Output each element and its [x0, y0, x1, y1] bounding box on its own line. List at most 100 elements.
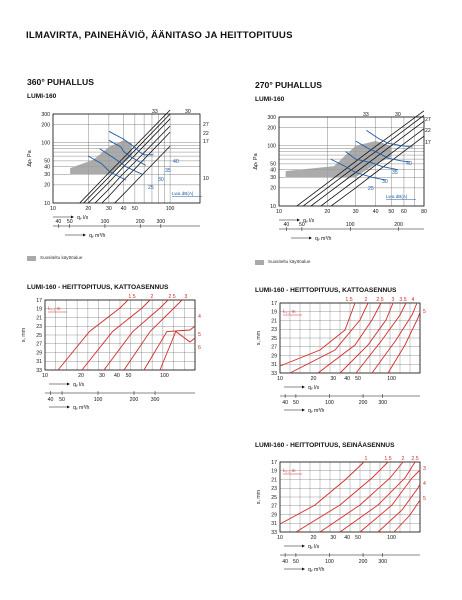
- curve-label-top: 2: [402, 456, 405, 462]
- x2-axis-label: qᵥ m³/h: [308, 408, 324, 414]
- arrow-head: [302, 567, 305, 571]
- curve-label-top: 3: [185, 294, 188, 300]
- x-tick-label: 40: [114, 373, 120, 379]
- secondary-tick-label: 100: [325, 400, 334, 406]
- secondary-tick-label: 50: [293, 559, 299, 565]
- y-tick-label: 27: [271, 504, 277, 510]
- y-tick-label: 23: [271, 486, 277, 492]
- y-tick-label: 100: [267, 144, 276, 150]
- panel-270-subheading: LUMI-160: [255, 96, 285, 103]
- setting-line: [302, 114, 425, 206]
- throw-chart-throw-ceiling-270: 1.5 2 2.5 3 3.5 4 5 lₜ₀.₂ m 17 19 21 23 25 27 29 31 33 s,…: [256, 297, 426, 414]
- curve-label-right: 6: [198, 345, 201, 351]
- y-tick-label: 50: [44, 159, 50, 165]
- x-tick-label: 100: [387, 376, 396, 382]
- x-tick-label: 30: [99, 373, 105, 379]
- y-tick-label: 33: [271, 371, 277, 377]
- y-tick-label: 31: [271, 362, 277, 368]
- y-tick-label: 200: [41, 122, 50, 128]
- arrow-head: [297, 218, 300, 222]
- y-tick-label: 25: [36, 333, 42, 339]
- y-tick-label: 17: [36, 298, 42, 304]
- curve-label-right: 5: [198, 332, 201, 338]
- curve-label-top: 1.5: [384, 456, 391, 462]
- y-tick-label: 50: [270, 162, 276, 168]
- secondary-tick-label: 300: [157, 219, 166, 225]
- sound-level-label: 40: [406, 161, 412, 167]
- setting-label: 27: [203, 122, 209, 128]
- x-tick-label: 50: [126, 373, 132, 379]
- plot-frame: [279, 302, 421, 374]
- recommended-area: [70, 140, 132, 175]
- curve-label-top: 2.5: [168, 294, 175, 300]
- secondary-tick-label: 50: [59, 397, 65, 403]
- throw-chart-throw-ceiling-360: 1.5 2 2.5 3 4 5 6 lₜ₀.₂ m 17 19 21 23 25 27 29 31 33 s, m…: [21, 294, 201, 411]
- sound-level-label: 35: [165, 168, 171, 174]
- y-tick-label: 31: [36, 359, 42, 365]
- sound-level-line: [99, 148, 143, 175]
- y-tick-label: 33: [36, 368, 42, 374]
- sound-level-label: 25: [148, 185, 154, 191]
- x-tick-label: 50: [388, 209, 394, 215]
- secondary-tick-label: 40: [283, 222, 289, 228]
- y-axis-label: Δpₜ Pa: [253, 153, 259, 169]
- throw-curve: [57, 299, 129, 371]
- x2-axis-label: qᵥ m³/h: [308, 567, 324, 573]
- y-tick-label: 10: [44, 201, 50, 207]
- y-tick-label: 25: [271, 336, 277, 342]
- arrow-head: [309, 236, 312, 240]
- x-tick-label: 20: [85, 206, 91, 212]
- throw-curve: [393, 499, 421, 533]
- page-title: ILMAVIRTA, PAINEHÄVIÖ, ÄÄNITASO JA HEITT…: [26, 30, 293, 41]
- curve-label-top: 1.5: [345, 297, 352, 303]
- x-axis-label: qᵥ l/s: [308, 385, 320, 391]
- x2-axis-label: qᵥ m³/h: [315, 236, 331, 242]
- y-tick-label: 300: [267, 115, 276, 121]
- y-tick-label: 19: [271, 469, 277, 475]
- legend-label-360: Suositeltu käyttöalue: [40, 255, 83, 260]
- x-tick-label: 30: [106, 206, 112, 212]
- sound-level-line: [88, 155, 127, 181]
- setting-line: [94, 125, 171, 203]
- sound-caption: Lwa dB(A): [172, 191, 194, 196]
- secondary-tick-label: 300: [151, 397, 160, 403]
- setting-label: 27: [425, 117, 431, 123]
- legend-swatch-360: [27, 256, 36, 261]
- throw-curve: [359, 469, 421, 533]
- throw-ceiling-360-heading: LUMI-160 - HEITTOPITUUS, KATTOASENNUS: [27, 284, 169, 291]
- y-axis-label: s, mm: [256, 490, 262, 504]
- y-tick-label: 19: [36, 307, 42, 313]
- curve-label-top: 1: [365, 456, 368, 462]
- panel-270-heading: 270° PUHALLUS: [255, 80, 322, 90]
- arrow-head: [83, 233, 86, 237]
- sound-level-label: 30: [158, 177, 164, 183]
- setting-label: 33: [363, 112, 369, 118]
- setting-line: [114, 145, 171, 203]
- y-tick-label: 17: [271, 301, 277, 307]
- curve-label-top: 3.5: [399, 297, 406, 303]
- sound-caption: Lwa dB(A): [386, 194, 408, 199]
- throw-curve: [279, 302, 356, 367]
- y-tick-label: 25: [271, 495, 277, 501]
- throw-curve: [295, 461, 389, 533]
- x-axis-label: qᵥ l/s: [303, 218, 315, 224]
- sound-level-label: 30: [382, 179, 388, 185]
- throw-curve: [103, 299, 169, 371]
- x-tick-label: 20: [78, 373, 84, 379]
- throw-curve: [143, 325, 196, 371]
- setting-label: 30: [185, 109, 191, 115]
- sound-level-label: 35: [392, 170, 398, 176]
- throw-curve: [123, 299, 183, 371]
- secondary-tick-label: 200: [394, 222, 403, 228]
- x-tick-label: 20: [311, 535, 317, 541]
- y-tick-label: 100: [41, 141, 50, 147]
- curve-label-top: 2.5: [376, 297, 383, 303]
- x-tick-label: 80: [421, 209, 427, 215]
- x-tick-label: 40: [344, 376, 350, 382]
- throw-length-caption: lₜ₀.₂ m: [283, 468, 296, 473]
- secondary-tick-label: 50: [299, 222, 305, 228]
- arrow-head: [302, 385, 305, 389]
- throw-curve: [339, 302, 394, 374]
- arrow-head: [67, 382, 70, 386]
